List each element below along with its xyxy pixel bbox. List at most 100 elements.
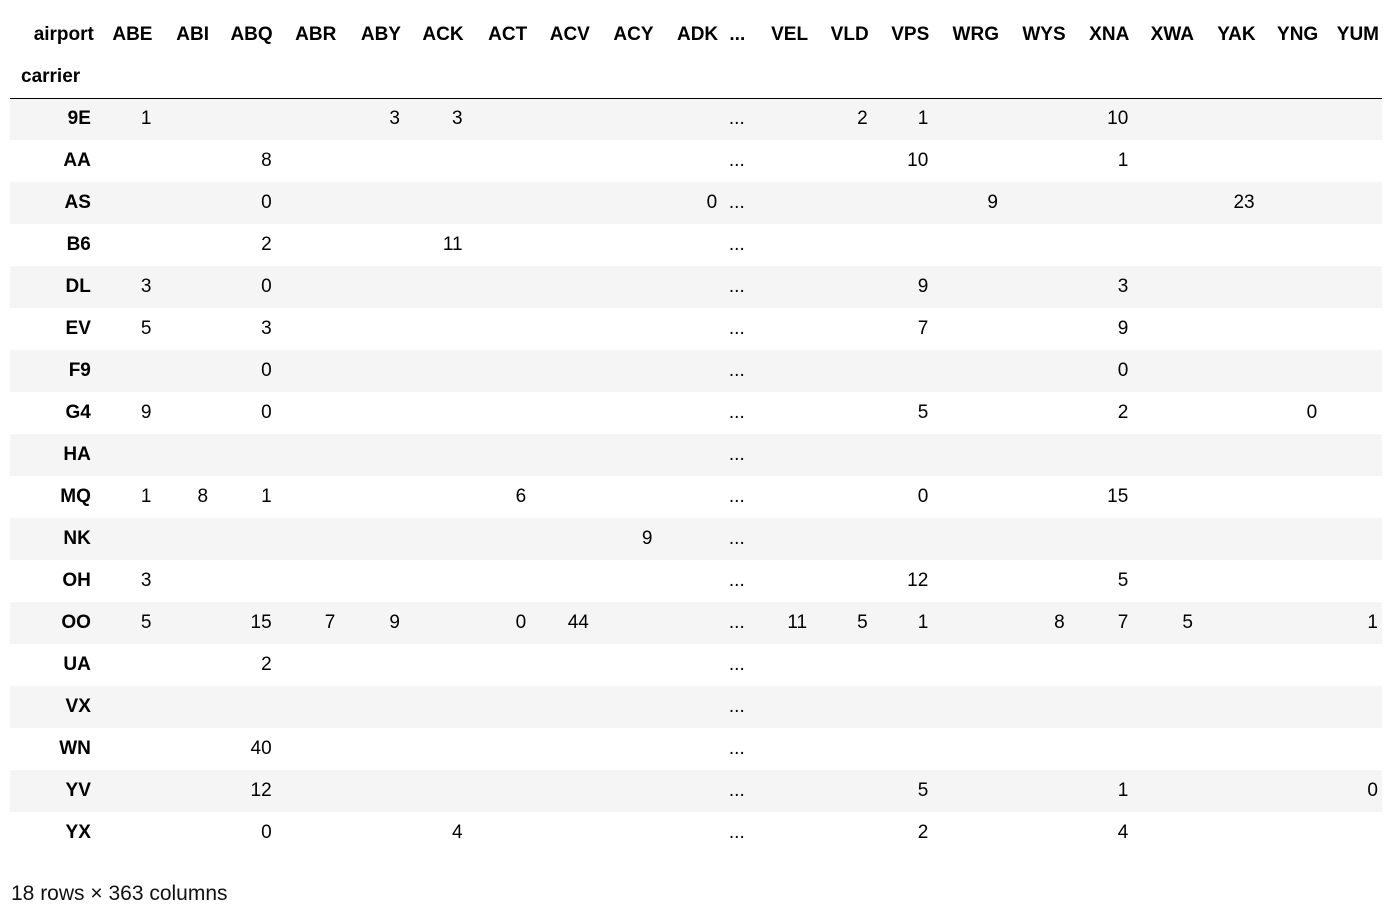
table-cell bbox=[1069, 182, 1133, 224]
table-cell bbox=[530, 686, 593, 728]
table-cell bbox=[530, 812, 593, 854]
table-cell bbox=[467, 644, 531, 686]
ellipsis-cell: ... bbox=[728, 486, 745, 507]
table-cell bbox=[593, 350, 657, 392]
table-cell bbox=[97, 518, 156, 560]
table-cell bbox=[932, 392, 1002, 434]
table-row: EV 5 3... 7 9 bbox=[10, 308, 1382, 350]
ellipsis-cell: ... bbox=[728, 780, 745, 801]
table-cell bbox=[339, 476, 404, 518]
table-cell bbox=[1132, 644, 1197, 686]
table-cell bbox=[657, 812, 722, 854]
table-cell: 0 bbox=[917, 486, 929, 507]
table-cell bbox=[1321, 224, 1382, 266]
table-cell bbox=[932, 308, 1002, 350]
table-cell: 0 bbox=[261, 276, 272, 297]
table-cell bbox=[1259, 182, 1322, 224]
table-cell bbox=[97, 644, 156, 686]
table-cell bbox=[593, 266, 657, 308]
table-cell: 5 bbox=[1117, 570, 1129, 591]
table-cell: 2 bbox=[1117, 402, 1129, 423]
table-cell bbox=[276, 728, 340, 770]
table-row: WN 40... bbox=[10, 728, 1382, 770]
table-cell bbox=[1197, 770, 1259, 812]
row-index-label: VX bbox=[65, 696, 91, 717]
ellipsis-cell: ... bbox=[728, 108, 745, 130]
ellipsis-cell: ... bbox=[728, 234, 745, 255]
column-header: YUM bbox=[1336, 24, 1379, 45]
index-name-spacer bbox=[1259, 56, 1322, 98]
index-name-spacer bbox=[530, 56, 593, 98]
table-cell bbox=[593, 224, 657, 266]
table-cell bbox=[752, 518, 811, 560]
table-cell bbox=[657, 518, 722, 560]
table-cell: 5 bbox=[140, 318, 152, 339]
row-index-label: DL bbox=[65, 276, 91, 297]
table-cell bbox=[155, 644, 212, 686]
index-name-spacer bbox=[339, 56, 404, 98]
table-cell bbox=[1197, 812, 1259, 854]
table-cell bbox=[1002, 686, 1069, 728]
table-cell bbox=[811, 560, 872, 602]
table-cell bbox=[1259, 644, 1322, 686]
table-cell: 5 bbox=[140, 612, 152, 633]
table-cell: 1 bbox=[917, 108, 929, 130]
table-cell bbox=[97, 224, 156, 266]
table-cell bbox=[404, 140, 467, 182]
table-cell bbox=[404, 686, 467, 728]
table-cell: 44 bbox=[567, 612, 589, 633]
table-cell bbox=[97, 434, 156, 476]
index-name-spacer bbox=[155, 56, 212, 98]
table-cell: 9 bbox=[140, 402, 152, 423]
table-cell bbox=[752, 644, 811, 686]
table-cell bbox=[1197, 644, 1259, 686]
table-cell bbox=[593, 686, 657, 728]
table-cell bbox=[1321, 308, 1382, 350]
row-index-label: AS bbox=[64, 192, 91, 213]
table-cell bbox=[1132, 98, 1197, 140]
table-cell bbox=[339, 518, 404, 560]
table-cell bbox=[752, 476, 811, 518]
table-cell bbox=[811, 812, 872, 854]
ellipsis-cell: ... bbox=[728, 276, 745, 297]
table-header: airport ABE ABI ABQ ABR ABY ACK ACT ACV ACY ADK..… bbox=[10, 14, 1382, 98]
table-row: VX... bbox=[10, 686, 1382, 728]
table-cell bbox=[1321, 518, 1382, 560]
table-cell bbox=[1197, 392, 1259, 434]
table-cell bbox=[155, 602, 212, 644]
table-row: AS 0 0... 9 23 bbox=[10, 182, 1382, 224]
index-name-spacer bbox=[1197, 56, 1259, 98]
table-cell bbox=[276, 686, 340, 728]
table-row: G4 9 0... 5 2 0 bbox=[10, 392, 1382, 434]
table-cell: 9 bbox=[1117, 318, 1129, 339]
table-cell bbox=[1002, 644, 1069, 686]
table-cell bbox=[1069, 434, 1133, 476]
table-cell: 0 bbox=[1367, 780, 1378, 801]
column-header: ACK bbox=[422, 24, 464, 45]
table-cell bbox=[155, 770, 212, 812]
table-cell bbox=[657, 770, 722, 812]
table-cell bbox=[1197, 602, 1259, 644]
table-cell: 23 bbox=[1233, 192, 1255, 213]
table-cell bbox=[1197, 686, 1259, 728]
ellipsis-cell: ... bbox=[728, 192, 745, 213]
table-cell bbox=[467, 140, 531, 182]
table-cell bbox=[404, 350, 467, 392]
index-name-spacer bbox=[657, 56, 722, 98]
table-cell bbox=[1132, 140, 1197, 182]
index-name-spacer bbox=[811, 56, 872, 98]
table-cell bbox=[752, 350, 811, 392]
table-cell bbox=[811, 686, 872, 728]
table-cell: 0 bbox=[261, 822, 272, 843]
table-cell bbox=[1002, 518, 1069, 560]
column-header: ACY bbox=[613, 24, 654, 45]
column-header-row: airport ABE ABI ABQ ABR ABY ACK ACT ACV ACY ADK..… bbox=[10, 14, 1382, 56]
table-cell bbox=[1321, 392, 1382, 434]
table-cell bbox=[404, 434, 467, 476]
table-cell bbox=[97, 686, 156, 728]
table-cell bbox=[1197, 350, 1259, 392]
table-cell bbox=[276, 644, 340, 686]
row-index-label: EV bbox=[65, 318, 91, 339]
table-row: MQ 1 8 1 6... 0 15 bbox=[10, 476, 1382, 518]
table-cell bbox=[1197, 476, 1259, 518]
